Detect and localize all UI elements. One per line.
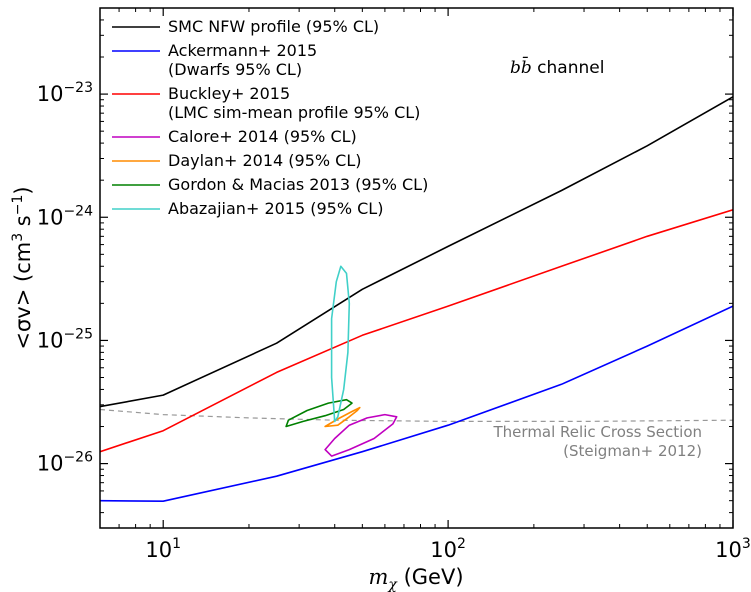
y-tick-label: 10−23 [37,80,93,106]
series-ackermann-2015 [100,305,733,503]
legend-item-daylan-2014-95-cl: Daylan+ 2014 (95% CL) [112,151,362,170]
legend-item-ackermann-2015: Ackermann+ 2015(Dwarfs 95% CL) [112,41,317,79]
legend-label: Ackermann+ 2015 [168,41,317,60]
legend-label: SMC NFW profile (95% CL) [168,17,379,36]
series-abazajian-2015-95-cl [330,265,351,423]
plot-background [100,8,733,528]
legend-item-calore-2014-95-cl: Calore+ 2014 (95% CL) [112,127,357,146]
x-tick-label: 101 [145,536,181,562]
thermal-relic-label: Thermal Relic Cross Section [493,423,702,441]
y-tick-label: 10−25 [37,326,93,352]
x-tick-labels: 101 102 103 [145,536,750,562]
legend-item-buckley-2015: Buckley+ 2015(LMC sim-mean profile 95% C… [112,84,420,122]
legend-label: Gordon & Macias 2013 (95% CL) [168,175,428,194]
thermal-relic-source: (Steigman+ 2012) [563,442,702,460]
legend-label: Buckley+ 2015 [168,84,290,103]
legend-item-smc-nfw-profile-95-cl: SMC NFW profile (95% CL) [112,17,379,36]
y-tick-label: 10−26 [37,450,93,476]
legend-label: Abazajian+ 2015 (95% CL) [168,199,383,218]
channel-annotation: bb̄ channel [510,55,604,78]
series-buckley-2015 [100,209,733,453]
legend-label: Calore+ 2014 (95% CL) [168,127,357,146]
legend-item-gordon-macias-2013-95-cl: Gordon & Macias 2013 (95% CL) [112,175,428,194]
thermal-relic-annotation: Thermal Relic Cross Section(Steigman+ 20… [493,423,702,460]
x-tick-label: 102 [430,536,466,562]
y-axis-label: <σv> (cm3 s−1) [10,186,35,349]
x-axis-label: mχ (GeV) [368,565,463,592]
series-gordon-macias-2013-95-cl [285,398,353,428]
legend: SMC NFW profile (95% CL)Ackermann+ 2015(… [112,17,428,218]
y-tick-label: 10−24 [37,203,93,229]
legend-item-abazajian-2015-95-cl: Abazajian+ 2015 (95% CL) [112,199,383,218]
y-tick-labels: 10−26 10−25 10−24 10−23 [37,80,93,476]
legend-label-line2: (LMC sim-mean profile 95% CL) [168,103,420,122]
legend-label: Daylan+ 2014 (95% CL) [168,151,362,170]
x-tick-label: 103 [715,536,751,562]
plot-frame [99,7,734,529]
series-calore-2014-95-cl [324,413,398,457]
series-daylan-2014-95-cl [324,406,361,428]
series-smc-nfw-profile-95-cl [100,96,733,408]
data-layer [100,96,733,503]
legend-label-line2: (Dwarfs 95% CL) [168,60,302,79]
